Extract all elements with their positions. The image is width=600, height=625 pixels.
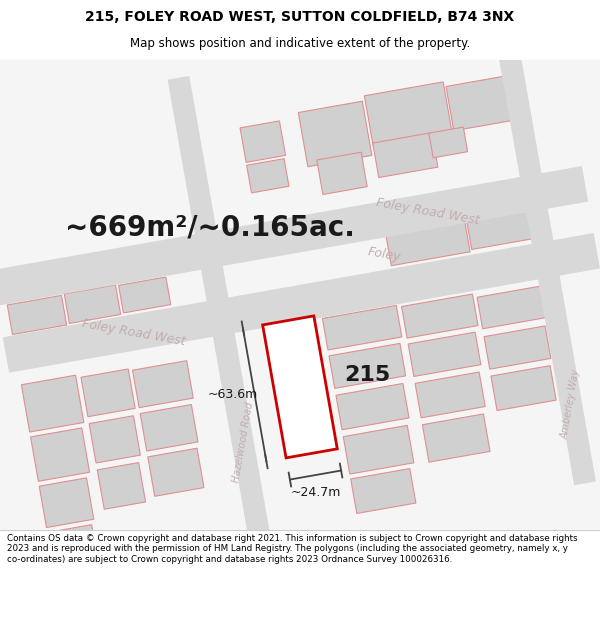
Polygon shape <box>97 462 146 509</box>
Polygon shape <box>477 286 547 329</box>
Polygon shape <box>364 82 452 145</box>
Text: ~63.6m: ~63.6m <box>208 388 258 401</box>
Polygon shape <box>240 121 286 162</box>
Polygon shape <box>446 74 527 131</box>
Polygon shape <box>284 306 318 322</box>
Polygon shape <box>119 277 171 313</box>
Polygon shape <box>89 416 140 463</box>
Polygon shape <box>491 366 556 411</box>
Text: Amberley Way: Amberley Way <box>560 369 582 441</box>
Polygon shape <box>0 166 588 306</box>
Text: ~24.7m: ~24.7m <box>290 486 341 499</box>
Polygon shape <box>493 19 596 485</box>
Polygon shape <box>81 369 135 417</box>
Polygon shape <box>373 132 438 178</box>
Polygon shape <box>140 404 198 451</box>
Polygon shape <box>22 375 84 432</box>
Polygon shape <box>351 469 416 514</box>
Text: Hazelwood Road: Hazelwood Road <box>230 401 254 483</box>
Polygon shape <box>343 426 414 474</box>
Polygon shape <box>422 414 490 462</box>
Polygon shape <box>408 332 481 376</box>
Polygon shape <box>167 76 271 542</box>
Polygon shape <box>39 478 94 528</box>
Polygon shape <box>133 361 193 408</box>
Text: 215, FOLEY ROAD WEST, SUTTON COLDFIELD, B74 3NX: 215, FOLEY ROAD WEST, SUTTON COLDFIELD, … <box>85 10 515 24</box>
Polygon shape <box>7 296 67 334</box>
Polygon shape <box>243 312 283 330</box>
Text: ~669m²/~0.165ac.: ~669m²/~0.165ac. <box>65 214 355 242</box>
Text: Foley Road West: Foley Road West <box>81 317 187 348</box>
Polygon shape <box>386 220 470 266</box>
Polygon shape <box>415 372 485 418</box>
Polygon shape <box>317 152 367 194</box>
Polygon shape <box>322 306 402 350</box>
Polygon shape <box>148 448 204 496</box>
Polygon shape <box>466 206 541 249</box>
Polygon shape <box>336 384 409 430</box>
Text: 215: 215 <box>344 365 390 385</box>
Text: Foley Road West: Foley Road West <box>375 196 480 227</box>
Polygon shape <box>429 127 467 158</box>
Polygon shape <box>298 101 372 167</box>
Polygon shape <box>64 285 121 324</box>
Text: Map shows position and indicative extent of the property.: Map shows position and indicative extent… <box>130 37 470 50</box>
Polygon shape <box>31 428 89 481</box>
Polygon shape <box>484 326 551 369</box>
Polygon shape <box>3 233 600 372</box>
Polygon shape <box>401 294 478 338</box>
Polygon shape <box>47 524 98 567</box>
Text: Contains OS data © Crown copyright and database right 2021. This information is : Contains OS data © Crown copyright and d… <box>7 534 578 564</box>
Polygon shape <box>0 60 600 530</box>
Polygon shape <box>329 343 406 388</box>
Polygon shape <box>247 159 289 193</box>
Text: Foley: Foley <box>367 246 402 264</box>
Polygon shape <box>263 316 337 458</box>
